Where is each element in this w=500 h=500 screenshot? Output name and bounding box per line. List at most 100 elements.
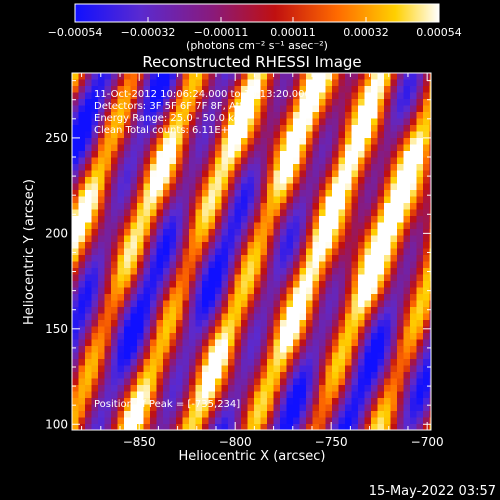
heatmap-cell [286, 144, 294, 152]
heatmap-cell [228, 372, 235, 379]
heatmap-cell [429, 248, 431, 256]
heatmap-cell [202, 86, 209, 93]
heatmap-cell [234, 294, 242, 301]
heatmap-cell [169, 105, 177, 113]
heatmap-cell [195, 99, 203, 106]
heatmap-cell [195, 209, 203, 217]
heatmap-cell [156, 92, 164, 100]
heatmap-cell [312, 144, 320, 152]
heatmap-cell [371, 196, 378, 204]
heatmap-cell [332, 333, 339, 340]
heatmap-cell [364, 229, 372, 236]
heatmap-cell [332, 183, 339, 191]
heatmap-cell [338, 86, 346, 93]
heatmap-cell [390, 73, 398, 80]
heatmap-cell [176, 177, 183, 184]
heatmap-cell [169, 112, 177, 119]
colorbar-tick-label: −0.00032 [121, 26, 176, 39]
heatmap-cell [182, 164, 190, 171]
heatmap-cell [137, 86, 144, 93]
heatmap-cell [345, 79, 352, 87]
heatmap-cell [306, 248, 313, 256]
heatmap-cell [91, 203, 99, 210]
heatmap-cell [429, 190, 431, 197]
heatmap-cell [397, 99, 404, 106]
heatmap-cell [78, 164, 86, 171]
heatmap-cell [137, 235, 144, 243]
heatmap-cell [371, 404, 378, 412]
heatmap-cell [169, 118, 177, 126]
heatmap-cell [384, 92, 391, 100]
heatmap-cell [390, 151, 398, 158]
heatmap-cell [410, 313, 417, 321]
heatmap-cell [137, 183, 144, 191]
heatmap-cell [371, 287, 378, 295]
heatmap-cell [202, 281, 209, 288]
heatmap-cell [104, 203, 112, 210]
heatmap-cell [234, 222, 242, 230]
heatmap-cell [299, 235, 307, 243]
heatmap-cell [273, 183, 281, 191]
heatmap-cell [358, 170, 365, 178]
heatmap-cell [312, 112, 320, 119]
heatmap-cell [124, 144, 131, 152]
heatmap-cell [163, 209, 170, 217]
heatmap-cell [423, 151, 430, 158]
heatmap-cell [273, 170, 281, 178]
heatmap-cell [273, 229, 281, 236]
heatmap-cell [241, 183, 248, 191]
heatmap-cell [228, 131, 235, 139]
heatmap-cell [423, 404, 430, 412]
heatmap-cell [182, 307, 190, 314]
heatmap-cell [124, 235, 131, 243]
heatmap-cell [403, 417, 411, 425]
heatmap-cell [221, 307, 229, 314]
heatmap-cell [98, 164, 105, 171]
heatmap-cell [189, 261, 196, 269]
heatmap-cell [267, 372, 274, 379]
heatmap-cell [98, 177, 105, 184]
heatmap-cell [338, 300, 346, 308]
heatmap-cell [176, 86, 183, 93]
heatmap-cell [306, 151, 313, 158]
heatmap-cell [390, 281, 398, 288]
heatmap-cell [319, 391, 326, 399]
heatmap-cell [299, 320, 307, 327]
heatmap-cell [247, 196, 255, 204]
heatmap-cell [195, 391, 203, 399]
heatmap-cell [247, 144, 255, 152]
heatmap-cell [345, 190, 352, 197]
heatmap-cell [124, 131, 131, 139]
heatmap-cell [332, 118, 339, 126]
heatmap-cell [338, 287, 346, 295]
heatmap-cell [364, 73, 372, 80]
heatmap-cell [384, 307, 391, 314]
heatmap-cell [234, 391, 242, 399]
heatmap-cell [202, 99, 209, 106]
heatmap-cell [312, 79, 320, 87]
heatmap-cell [286, 398, 294, 405]
heatmap-cell [423, 359, 430, 366]
heatmap-cell [423, 216, 430, 223]
heatmap-cell [423, 391, 430, 399]
colorbar-frame [74, 3, 440, 23]
heatmap-cell [104, 242, 112, 249]
heatmap-cell [364, 417, 372, 425]
heatmap-cell [202, 404, 209, 412]
heatmap-cell [72, 411, 79, 418]
heatmap-cell [78, 144, 86, 152]
heatmap-cell [280, 268, 287, 275]
heatmap-cell [176, 105, 183, 113]
heatmap-cell [111, 92, 118, 100]
heatmap-cell [215, 99, 222, 106]
heatmap-cell [416, 229, 424, 236]
heatmap-cell [215, 339, 222, 347]
heatmap-cell [91, 294, 99, 301]
heatmap-cell [267, 209, 274, 217]
heatmap-cell [241, 105, 248, 113]
heatmap-cell [371, 151, 378, 158]
heatmap-cell [189, 222, 196, 230]
heatmap-cell [319, 235, 326, 243]
heatmap-cell [397, 359, 404, 366]
heatmap-cell [202, 138, 209, 145]
